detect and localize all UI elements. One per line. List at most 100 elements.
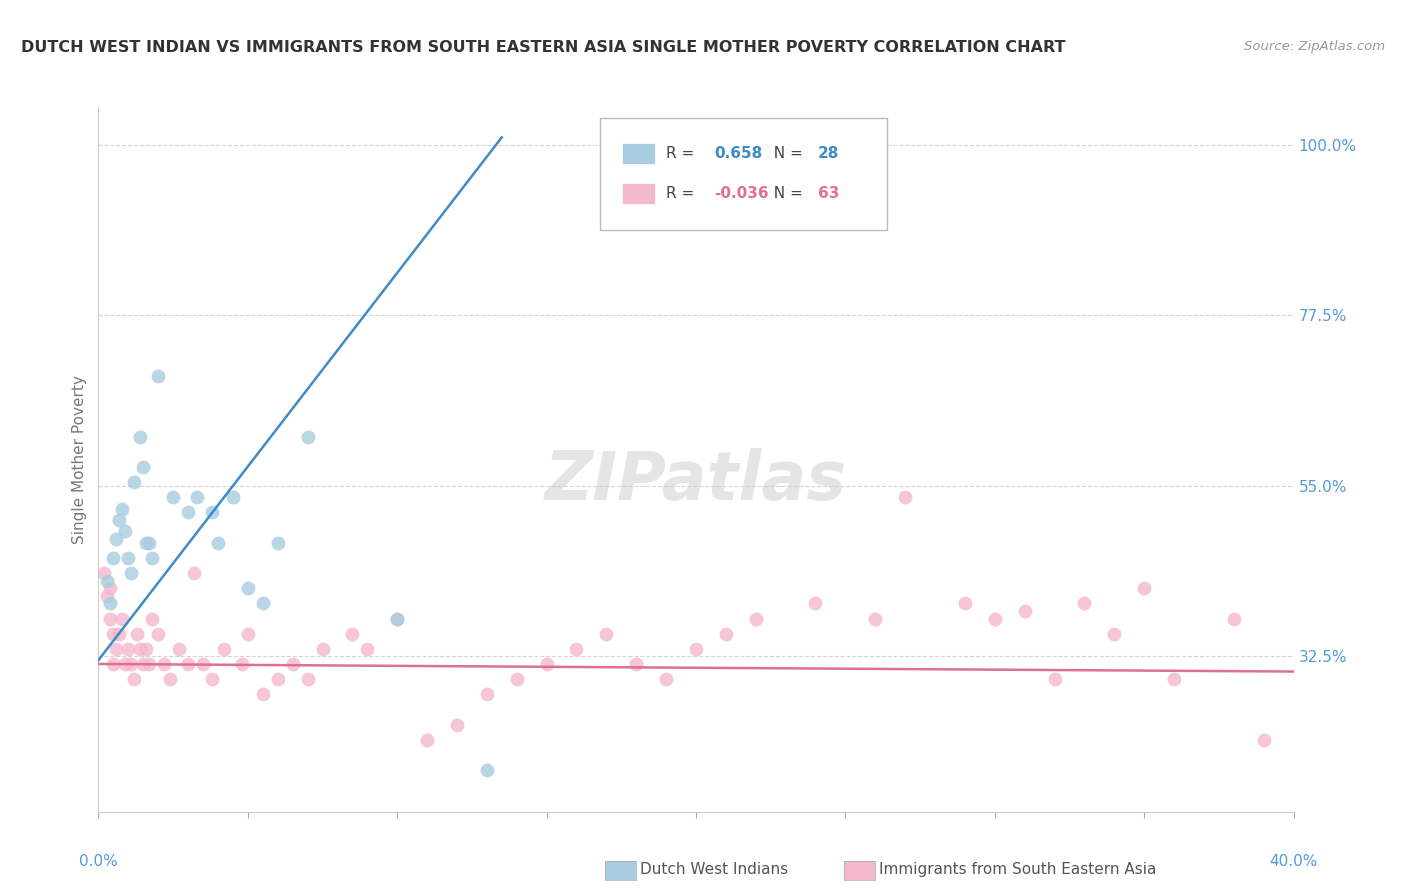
Text: ZIPatlas: ZIPatlas [546, 448, 846, 514]
Point [135, 535, 157, 549]
Point [132, 459, 155, 474]
Point [103, 550, 125, 565]
Text: DUTCH WEST INDIAN VS IMMIGRANTS FROM SOUTH EASTERN ASIA SINGLE MOTHER POVERTY CO: DUTCH WEST INDIAN VS IMMIGRANTS FROM SOU… [21, 40, 1066, 55]
Point [475, 763, 498, 777]
Point [120, 566, 142, 580]
Point [342, 626, 364, 640]
Text: R =: R = [666, 146, 699, 161]
Point [865, 611, 887, 625]
Point [100, 596, 122, 610]
Point [141, 611, 163, 625]
Text: R =: R = [666, 186, 699, 202]
Point [267, 535, 290, 549]
Point [138, 657, 160, 671]
Point [114, 657, 136, 671]
Point [96, 589, 118, 603]
Point [222, 490, 245, 504]
Text: Source: ZipAtlas.com: Source: ZipAtlas.com [1244, 40, 1385, 54]
Point [201, 505, 224, 519]
Point [655, 672, 678, 686]
Point [626, 657, 648, 671]
Point [105, 532, 128, 546]
Point [167, 641, 190, 656]
Point [953, 596, 976, 610]
Point [117, 641, 139, 656]
Text: 0.658: 0.658 [714, 146, 762, 161]
Point [177, 657, 200, 671]
Point [297, 430, 319, 444]
Point [191, 657, 214, 671]
Point [252, 596, 274, 610]
Point [159, 672, 181, 686]
Point [984, 611, 1007, 625]
Bar [621, 143, 655, 164]
Point [212, 641, 235, 656]
Point [236, 581, 259, 595]
Point [1043, 672, 1066, 686]
Text: 63: 63 [818, 186, 839, 202]
Point [108, 626, 131, 640]
Point [506, 672, 529, 686]
Point [714, 626, 737, 640]
Text: 40.0%: 40.0% [1270, 854, 1317, 869]
Point [804, 596, 827, 610]
Point [129, 430, 152, 444]
Point [162, 490, 184, 504]
Point [148, 369, 170, 384]
Point [475, 687, 498, 701]
Point [207, 535, 229, 549]
Point [267, 672, 290, 686]
Point [446, 717, 468, 731]
Point [120, 657, 142, 671]
Point [105, 641, 128, 656]
Point [231, 657, 253, 671]
Text: -0.036: -0.036 [714, 186, 769, 202]
Point [96, 574, 118, 588]
Point [894, 490, 917, 504]
Point [103, 657, 125, 671]
FancyBboxPatch shape [600, 118, 887, 230]
Point [132, 657, 155, 671]
Y-axis label: Single Mother Poverty: Single Mother Poverty [72, 375, 87, 544]
Point [117, 550, 139, 565]
Point [1253, 732, 1275, 747]
Point [177, 505, 200, 519]
Text: 28: 28 [818, 146, 839, 161]
Point [252, 687, 274, 701]
Point [1104, 626, 1126, 640]
Point [108, 513, 131, 527]
Point [148, 626, 170, 640]
Point [124, 475, 146, 489]
Point [100, 581, 122, 595]
Point [595, 626, 617, 640]
Text: N =: N = [763, 186, 807, 202]
Point [1163, 672, 1185, 686]
Text: 0.0%: 0.0% [79, 854, 118, 869]
Point [416, 732, 439, 747]
Point [385, 611, 409, 625]
Point [536, 657, 558, 671]
Point [201, 672, 224, 686]
Point [103, 626, 125, 640]
Point [124, 672, 146, 686]
Point [565, 641, 588, 656]
Point [311, 641, 333, 656]
Point [114, 524, 136, 539]
Point [100, 611, 122, 625]
Text: Immigrants from South Eastern Asia: Immigrants from South Eastern Asia [879, 863, 1156, 877]
Point [297, 672, 319, 686]
Point [135, 641, 157, 656]
Point [186, 490, 208, 504]
Point [138, 535, 160, 549]
Point [745, 611, 768, 625]
Point [281, 657, 304, 671]
Point [93, 566, 115, 580]
Bar [621, 183, 655, 204]
Point [183, 566, 205, 580]
Point [356, 641, 378, 656]
Point [1223, 611, 1246, 625]
Point [127, 626, 149, 640]
Point [129, 641, 152, 656]
Point [1014, 604, 1036, 618]
Point [1133, 581, 1156, 595]
